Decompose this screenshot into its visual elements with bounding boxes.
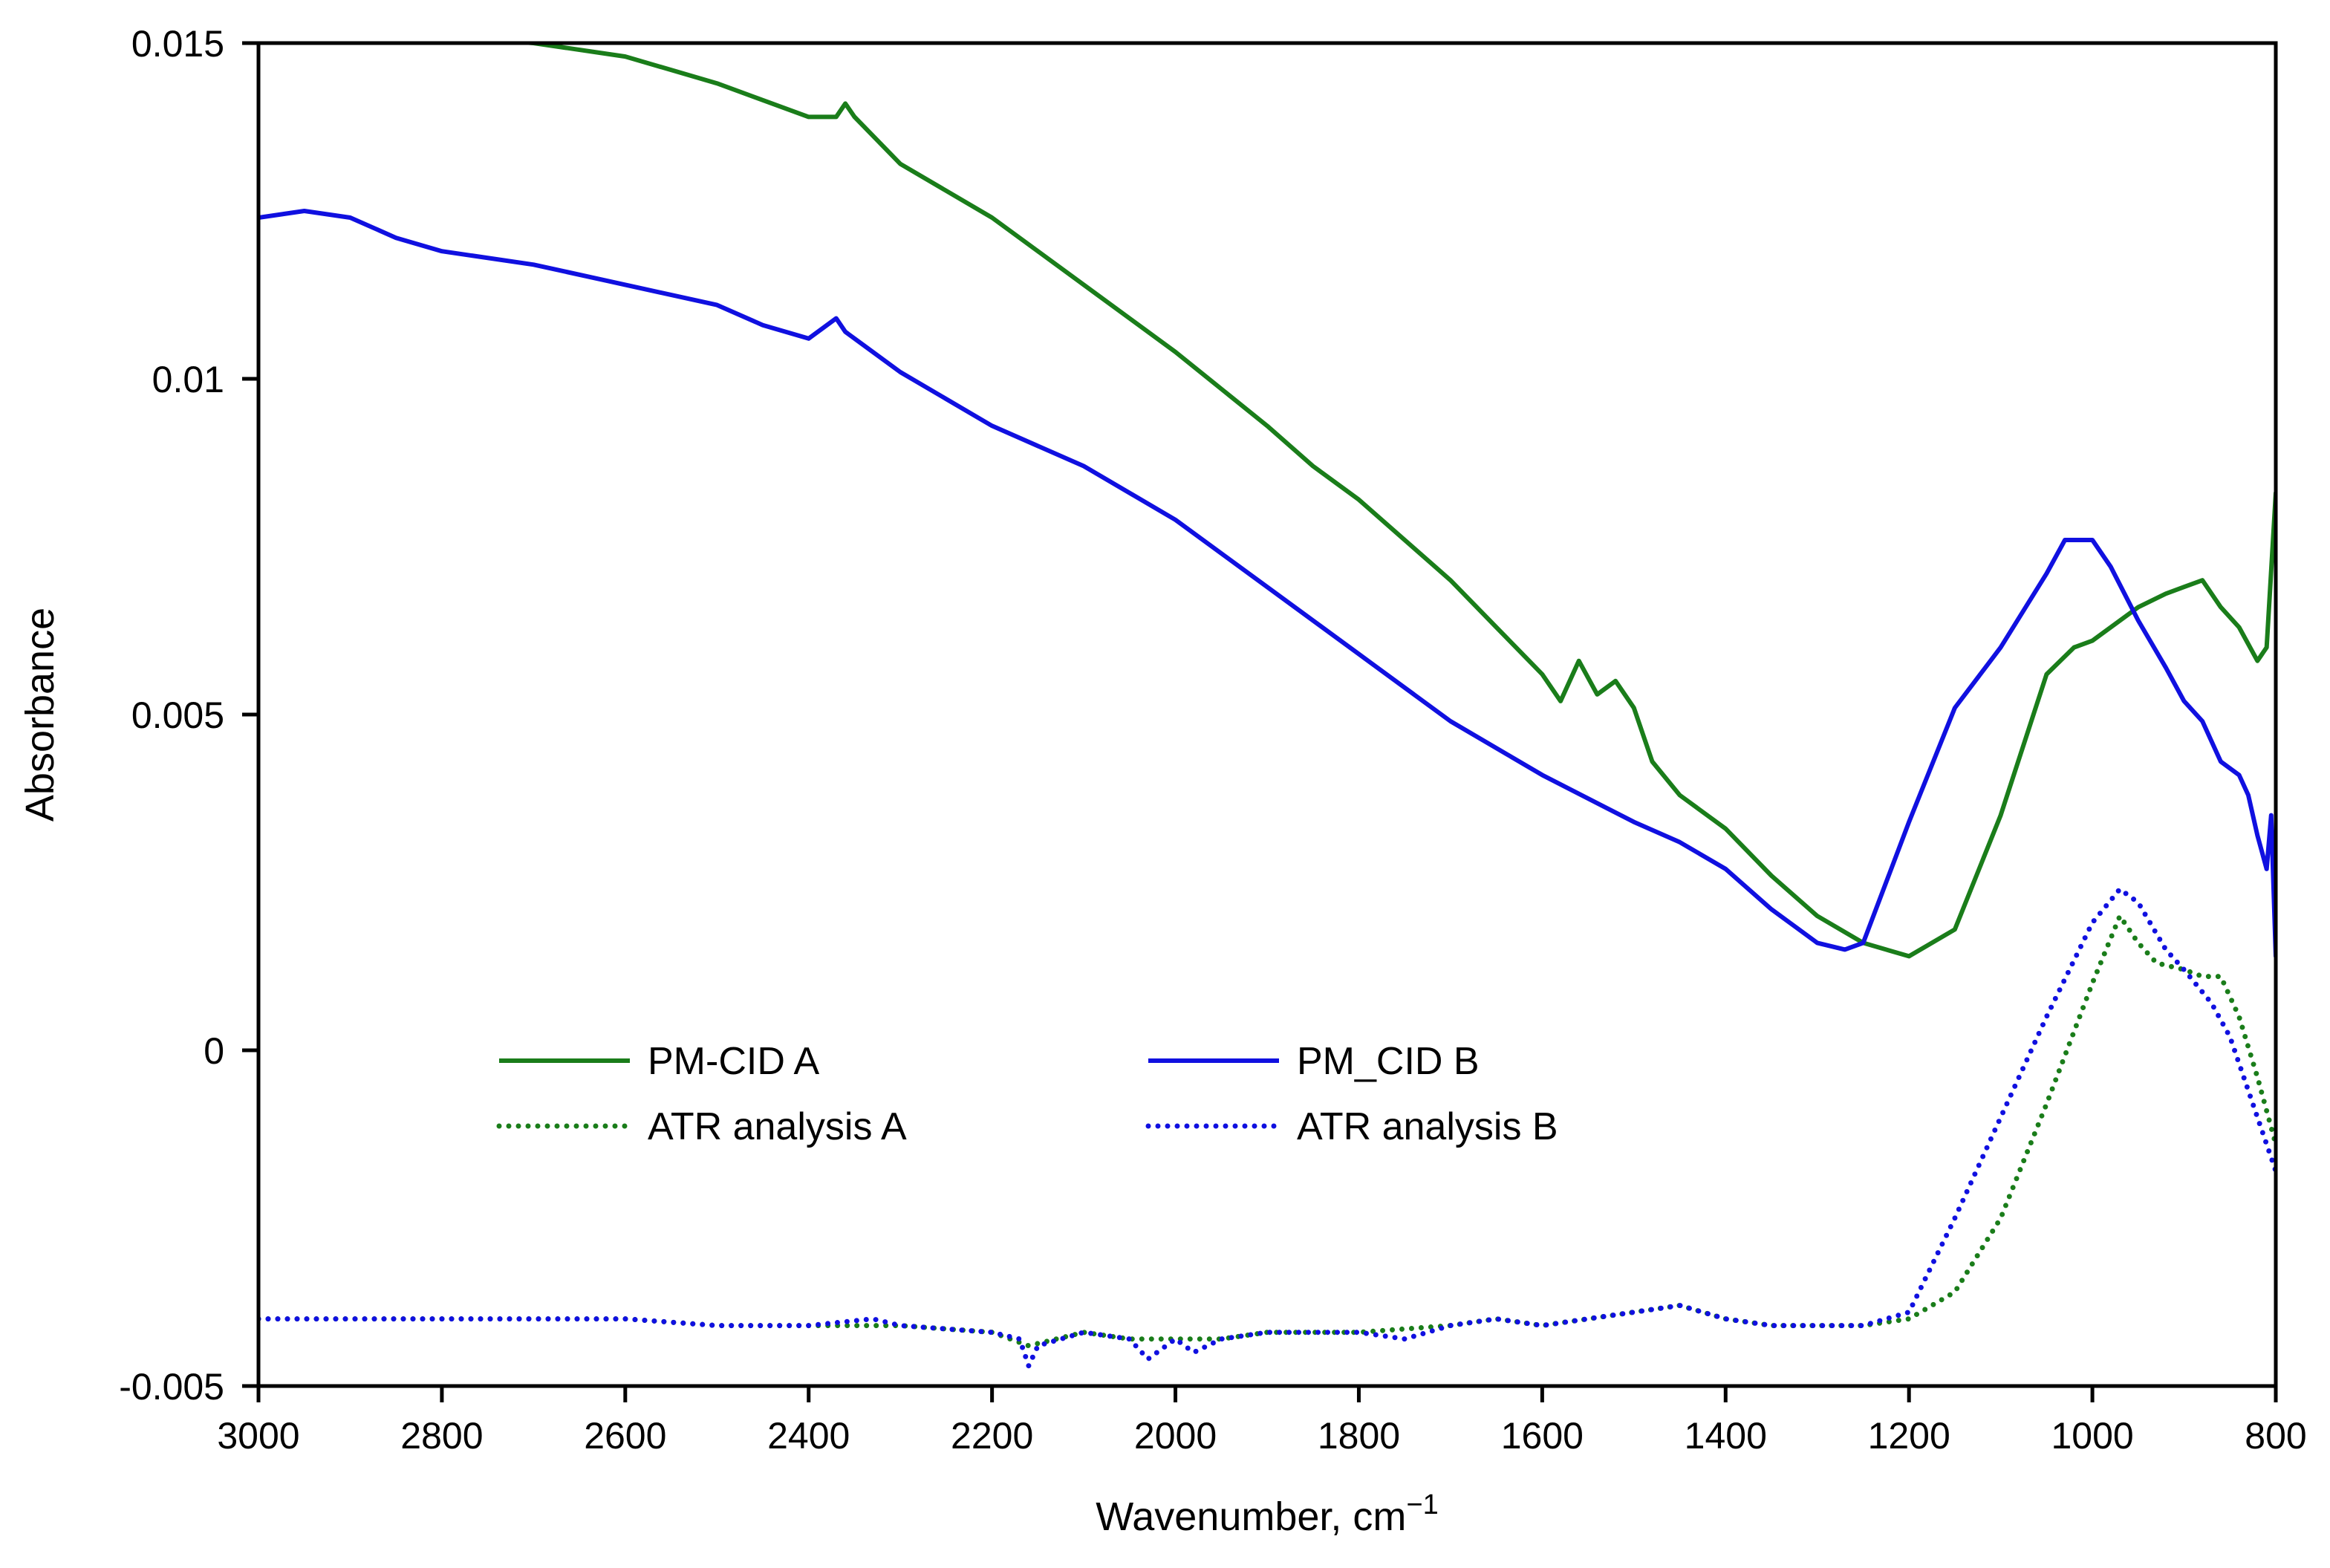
x-tick-label: 1000 — [2051, 1415, 2133, 1457]
series-line-atr-analysis-b — [258, 886, 2276, 1369]
x-tick-label: 1600 — [1501, 1415, 1584, 1457]
legend: PM-CID A PM_CID B ATR analysis A ATR analys… — [496, 1040, 1558, 1148]
x-tick-label: 1800 — [1318, 1415, 1400, 1457]
x-tick-label: 2400 — [767, 1415, 850, 1457]
x-tick-label: 2200 — [951, 1415, 1033, 1457]
x-axis-title-text: Wavenumber, cm — [1096, 1494, 1406, 1539]
x-tick-label: 2600 — [584, 1415, 666, 1457]
y-axis: -0.005 0 0.005 0.01 0.015 — [119, 23, 258, 1408]
series-line-pm-cid-b — [258, 209, 2276, 959]
legend-label: ATR analysis A — [648, 1105, 907, 1148]
x-tick-label: 2000 — [1134, 1415, 1217, 1457]
y-tick-label: 0 — [204, 1030, 224, 1072]
x-tick-label: 800 — [2245, 1415, 2306, 1457]
y-tick-label: -0.005 — [119, 1366, 224, 1408]
x-axis: 3000 2800 2600 2400 2200 2000 1800 1600 1400 1200… — [217, 1386, 2307, 1457]
legend-label: ATR analysis B — [1297, 1105, 1558, 1148]
y-tick-label: 0.01 — [152, 359, 224, 400]
y-axis-title: Absorbance — [18, 608, 62, 822]
x-axis-title-superscript: −1 — [1406, 1489, 1438, 1520]
x-tick-label: 1400 — [1685, 1415, 1767, 1457]
y-tick-label: 0.015 — [131, 23, 224, 65]
series-line-pm-cid-a — [503, 43, 2276, 959]
y-tick-label: 0.005 — [131, 694, 224, 736]
series-layer — [258, 43, 2276, 1369]
x-axis-title: Wavenumber, cm−1 — [1096, 1489, 1438, 1539]
legend-label: PM-CID A — [648, 1040, 819, 1083]
legend-label: PM_CID B — [1297, 1040, 1480, 1083]
x-tick-label: 1200 — [1868, 1415, 1950, 1457]
x-tick-label: 2800 — [400, 1415, 483, 1457]
x-tick-label: 3000 — [217, 1415, 299, 1457]
